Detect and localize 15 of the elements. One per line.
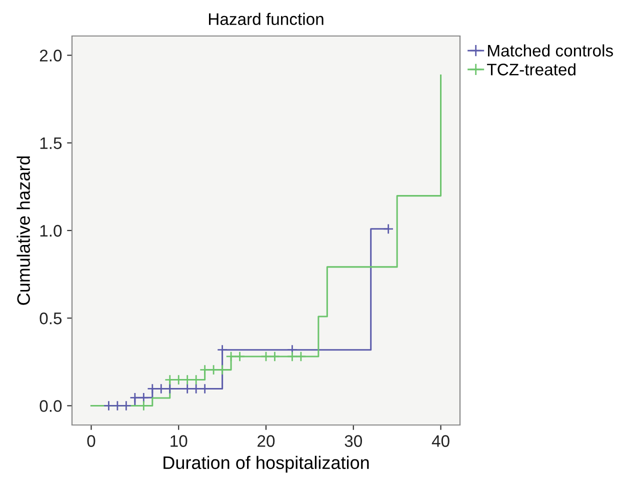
y-tick-label: 0.0: [40, 400, 62, 412]
y-tick-label: 1.5: [40, 137, 62, 150]
x-axis-title: Duration of hospitalization: [164, 456, 369, 473]
legend-label: Matched controls: [488, 44, 613, 57]
x-tick-label: 10: [170, 435, 188, 447]
y-tick-label: 1.0: [40, 224, 62, 237]
y-tick-label: 2.0: [40, 50, 62, 62]
x-tick-label: 30: [344, 435, 362, 447]
x-tick-label: 0: [87, 435, 96, 447]
y-tick-label: 0.5: [40, 312, 62, 324]
x-tick-label: 20: [258, 435, 275, 447]
chart-title: Hazard function: [209, 12, 324, 26]
y-axis-title: Cumulative hazard: [16, 156, 30, 305]
x-tick-label: 40: [432, 435, 450, 447]
legend-label: TCZ-treated: [487, 63, 576, 76]
